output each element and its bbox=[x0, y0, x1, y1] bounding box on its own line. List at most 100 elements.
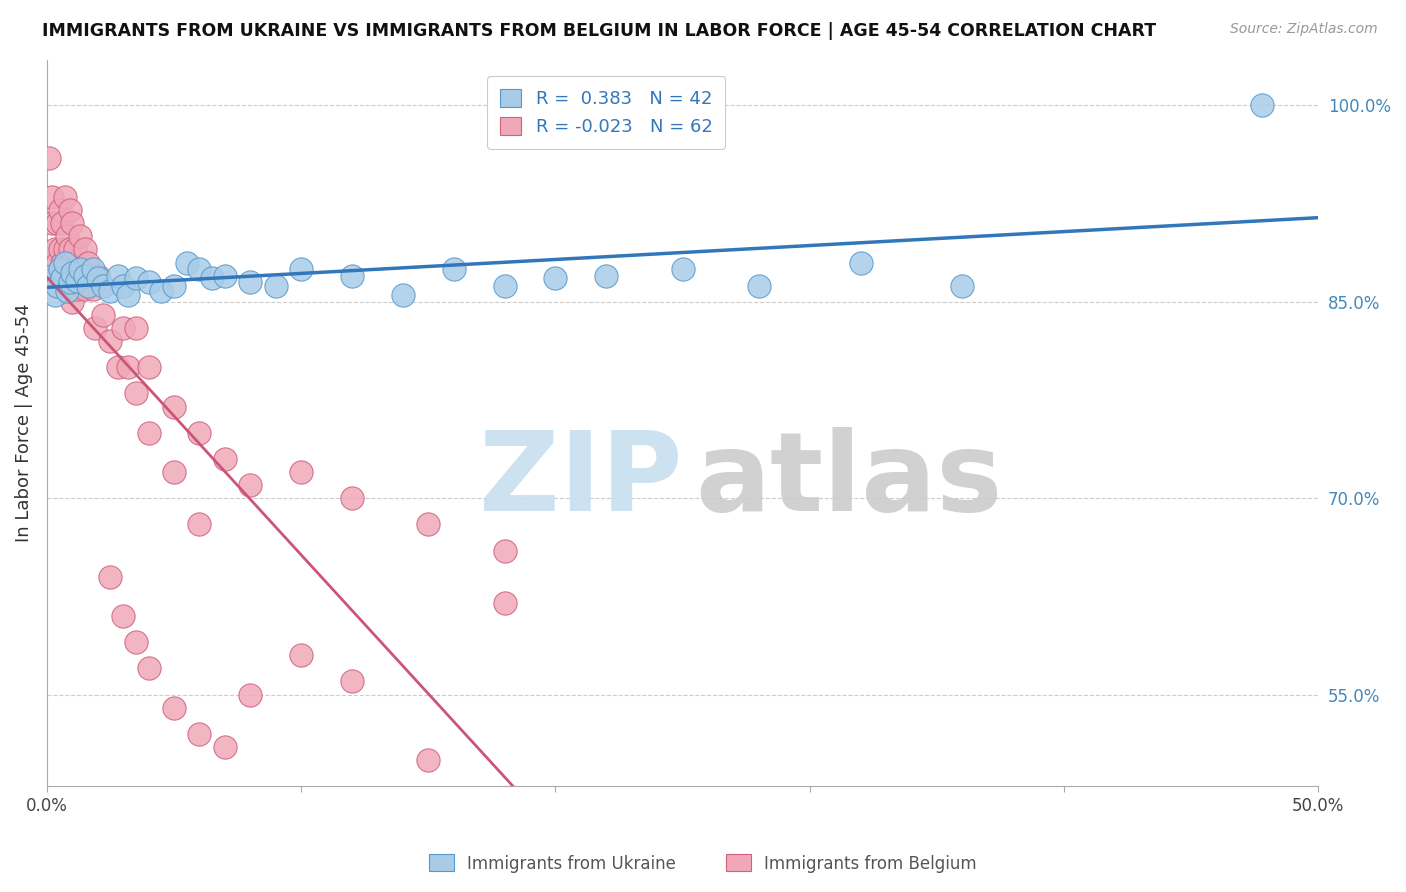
Point bbox=[41, 268, 63, 283]
Point bbox=[117, 360, 139, 375]
Point bbox=[239, 478, 262, 492]
Text: Source: ZipAtlas.com: Source: ZipAtlas.com bbox=[1230, 22, 1378, 37]
Point bbox=[494, 543, 516, 558]
Point bbox=[44, 268, 66, 283]
Point bbox=[73, 243, 96, 257]
Point bbox=[48, 262, 70, 277]
Text: atlas: atlas bbox=[696, 427, 1002, 534]
Point bbox=[60, 255, 83, 269]
Point bbox=[950, 279, 973, 293]
Point bbox=[748, 279, 770, 293]
Point bbox=[849, 255, 872, 269]
Point bbox=[38, 151, 60, 165]
Point bbox=[544, 271, 567, 285]
Point bbox=[125, 271, 148, 285]
Point bbox=[214, 739, 236, 754]
Point bbox=[112, 279, 135, 293]
Point bbox=[1251, 98, 1274, 112]
Point bbox=[76, 255, 98, 269]
Point bbox=[73, 268, 96, 283]
Point bbox=[51, 216, 73, 230]
Point bbox=[51, 271, 73, 285]
Point bbox=[214, 268, 236, 283]
Point bbox=[290, 262, 312, 277]
Point bbox=[59, 243, 82, 257]
Point bbox=[46, 279, 69, 293]
Point bbox=[91, 279, 114, 293]
Point bbox=[125, 321, 148, 335]
Point bbox=[66, 282, 89, 296]
Point bbox=[72, 268, 94, 283]
Point bbox=[392, 288, 415, 302]
Point bbox=[163, 465, 186, 479]
Point bbox=[163, 400, 186, 414]
Point bbox=[56, 285, 79, 299]
Point bbox=[41, 190, 63, 204]
Point bbox=[239, 688, 262, 702]
Point bbox=[107, 360, 129, 375]
Point bbox=[53, 255, 76, 269]
Point bbox=[494, 279, 516, 293]
Point bbox=[188, 517, 211, 532]
Point bbox=[290, 465, 312, 479]
Point bbox=[188, 727, 211, 741]
Point bbox=[100, 334, 122, 348]
Point bbox=[138, 425, 160, 440]
Point bbox=[53, 243, 76, 257]
Point bbox=[138, 275, 160, 289]
Point bbox=[60, 266, 83, 280]
Point bbox=[117, 288, 139, 302]
Point bbox=[125, 635, 148, 649]
Point bbox=[595, 268, 617, 283]
Point bbox=[60, 294, 83, 309]
Y-axis label: In Labor Force | Age 45-54: In Labor Force | Age 45-54 bbox=[15, 303, 32, 542]
Point bbox=[84, 321, 107, 335]
Point bbox=[188, 262, 211, 277]
Point bbox=[59, 275, 82, 289]
Point bbox=[69, 262, 91, 277]
Point bbox=[91, 308, 114, 322]
Point bbox=[340, 491, 363, 505]
Point bbox=[671, 262, 693, 277]
Point bbox=[290, 648, 312, 663]
Point bbox=[201, 271, 224, 285]
Point bbox=[76, 279, 98, 293]
Point bbox=[163, 279, 186, 293]
Point bbox=[51, 255, 73, 269]
Point bbox=[59, 203, 82, 218]
Point bbox=[214, 451, 236, 466]
Point bbox=[46, 216, 69, 230]
Point bbox=[264, 279, 287, 293]
Point bbox=[138, 360, 160, 375]
Point bbox=[340, 268, 363, 283]
Point bbox=[138, 661, 160, 675]
Point bbox=[69, 229, 91, 244]
Point bbox=[125, 386, 148, 401]
Legend: Immigrants from Ukraine, Immigrants from Belgium: Immigrants from Ukraine, Immigrants from… bbox=[422, 847, 984, 880]
Point bbox=[63, 243, 86, 257]
Point bbox=[53, 190, 76, 204]
Point bbox=[56, 268, 79, 283]
Point bbox=[443, 262, 465, 277]
Point bbox=[82, 262, 104, 277]
Point bbox=[44, 243, 66, 257]
Point bbox=[112, 321, 135, 335]
Point bbox=[46, 255, 69, 269]
Point bbox=[163, 700, 186, 714]
Point bbox=[66, 274, 89, 288]
Point bbox=[107, 268, 129, 283]
Point bbox=[100, 570, 122, 584]
Text: IMMIGRANTS FROM UKRAINE VS IMMIGRANTS FROM BELGIUM IN LABOR FORCE | AGE 45-54 CO: IMMIGRANTS FROM UKRAINE VS IMMIGRANTS FR… bbox=[42, 22, 1156, 40]
Point bbox=[41, 216, 63, 230]
Point bbox=[418, 753, 440, 767]
Point bbox=[48, 203, 70, 218]
Text: ZIP: ZIP bbox=[479, 427, 682, 534]
Point bbox=[44, 288, 66, 302]
Point bbox=[176, 255, 198, 269]
Legend: R =  0.383   N = 42, R = -0.023   N = 62: R = 0.383 N = 42, R = -0.023 N = 62 bbox=[486, 76, 725, 149]
Point bbox=[60, 216, 83, 230]
Point bbox=[494, 596, 516, 610]
Point bbox=[73, 282, 96, 296]
Point bbox=[188, 425, 211, 440]
Point bbox=[87, 271, 110, 285]
